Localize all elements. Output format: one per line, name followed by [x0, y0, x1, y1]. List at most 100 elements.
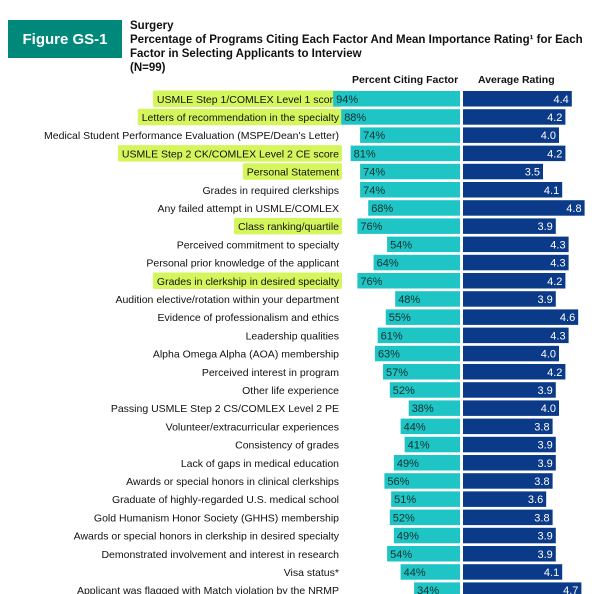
category-label: Medical Student Performance Evaluation (…	[44, 130, 339, 142]
percent-bar	[350, 145, 460, 162]
rating-bar	[463, 145, 566, 162]
percent-value-label: 63%	[378, 349, 400, 361]
rating-value-label: 4.1	[544, 567, 559, 579]
rating-value-label: 3.8	[534, 421, 549, 433]
rating-bar	[463, 382, 556, 398]
percent-bar	[400, 418, 460, 435]
category-label: Perceived commitment to specialty	[177, 239, 340, 251]
label-highlight	[234, 217, 342, 235]
sample-size: (N=99)	[130, 62, 166, 74]
rating-value-label: 4.8	[566, 203, 581, 215]
percent-bar	[391, 491, 460, 507]
rating-value-label: 4.2	[547, 276, 562, 288]
percent-bar	[408, 400, 460, 416]
rating-value-label: 4.3	[550, 239, 565, 251]
category-label: Consistency of grades	[235, 440, 339, 452]
percent-value-label: 38%	[412, 403, 434, 415]
rating-value-label: 3.9	[538, 440, 553, 452]
percent-bar	[360, 163, 460, 180]
percent-value-label: 68%	[371, 203, 393, 215]
rating-bar	[463, 455, 556, 471]
percent-column-header: Percent Citing Factor	[352, 74, 459, 86]
percent-bar	[404, 436, 460, 453]
rating-value-label: 4.0	[541, 403, 556, 415]
rating-bar	[463, 273, 566, 289]
rating-value-label: 4.7	[563, 585, 578, 594]
percent-value-label: 44%	[404, 567, 426, 579]
figure-label: Figure GS-1	[22, 30, 108, 48]
rating-value-label: 4.6	[560, 312, 575, 324]
category-label: Letters of recommendation in the special…	[142, 112, 340, 124]
percent-value-label: 74%	[363, 185, 385, 197]
percent-bar	[368, 200, 460, 216]
rating-bar	[463, 546, 556, 562]
category-label: Lack of gaps in medical education	[181, 458, 339, 470]
rating-value-label: 4.4	[554, 94, 569, 106]
rating-bar	[463, 127, 559, 143]
category-label: Graduate of highly-regarded U.S. medical…	[112, 494, 339, 506]
category-label: Passing USMLE Step 2 CS/COMLEX Level 2 P…	[111, 403, 339, 415]
percent-value-label: 55%	[389, 312, 411, 324]
percent-value-label: 44%	[404, 421, 426, 433]
chart-title: Percentage of Programs Citing Each Facto…	[130, 34, 583, 60]
rating-value-label: 4.2	[547, 148, 562, 160]
percent-bar	[400, 564, 460, 580]
category-label: Awards or special honors in clerkship in…	[74, 531, 340, 543]
percent-value-label: 64%	[377, 258, 399, 270]
rating-bar	[463, 236, 569, 253]
category-label: Grades in required clerkships	[202, 185, 339, 197]
percent-value-label: 51%	[394, 494, 416, 506]
rating-bar	[463, 291, 556, 307]
rating-value-label: 3.6	[528, 494, 543, 506]
category-label: Leadership qualities	[246, 330, 339, 342]
label-highlight	[117, 145, 342, 162]
percent-value-label: 94%	[336, 94, 358, 106]
rating-bar	[463, 436, 556, 453]
category-label: Any failed attempt in USMLE/COMLEX	[158, 203, 340, 215]
rating-value-label: 3.9	[538, 458, 553, 470]
percent-value-label: 81%	[354, 148, 376, 160]
rating-bar	[463, 254, 569, 271]
rating-value-label: 3.9	[538, 531, 553, 543]
rating-value-label: 3.9	[538, 385, 553, 397]
percent-bar	[333, 91, 460, 107]
rating-value-label: 4.0	[541, 349, 556, 361]
percent-value-label: 52%	[393, 512, 415, 524]
rating-bar	[463, 473, 553, 489]
rating-value-label: 3.9	[538, 294, 553, 306]
percent-bar	[385, 309, 460, 325]
category-label: Class ranking/quartile	[238, 221, 339, 233]
percent-bar	[373, 254, 460, 271]
rating-bar	[463, 200, 585, 216]
category-label: Personal prior knowledge of the applican…	[146, 258, 339, 270]
percent-bar	[360, 127, 460, 143]
percent-value-label: 56%	[387, 476, 409, 488]
percent-value-label: 54%	[390, 239, 412, 251]
percent-bar	[377, 327, 460, 344]
category-label: Volunteer/extracurricular experiences	[166, 421, 339, 433]
percent-bar	[374, 345, 460, 362]
percent-bar	[357, 218, 460, 234]
rating-value-label: 3.9	[538, 549, 553, 561]
percent-value-label: 76%	[360, 221, 382, 233]
rating-column-header: Average Rating	[478, 74, 555, 86]
percent-bar	[389, 509, 460, 526]
category-label: Demonstrated involvement and interest in…	[101, 549, 339, 561]
percent-bar	[387, 546, 460, 562]
rating-bar	[463, 364, 566, 380]
percent-bar	[389, 382, 460, 398]
category-label: Other life experience	[242, 385, 339, 397]
percent-value-label: 49%	[397, 531, 419, 543]
rating-value-label: 3.5	[525, 167, 540, 179]
percent-value-label: 52%	[393, 385, 415, 397]
rating-value-label: 4.3	[550, 330, 565, 342]
percent-value-label: 54%	[390, 549, 412, 561]
rating-value-label: 4.1	[544, 185, 559, 197]
rating-bar	[463, 327, 569, 344]
category-label: Grades in clerkship in desired specialty	[157, 276, 340, 288]
percent-bar	[393, 455, 460, 471]
label-highlight	[137, 108, 342, 126]
rating-value-label: 4.3	[550, 258, 565, 270]
rating-bar	[463, 564, 563, 580]
